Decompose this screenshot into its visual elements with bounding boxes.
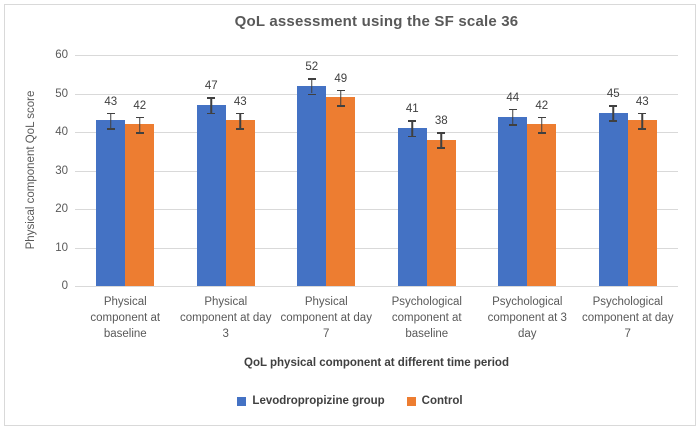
y-tick-label: 20	[55, 203, 68, 215]
error-bar-cap-top	[336, 89, 345, 92]
error-bar-cap-top	[508, 108, 517, 111]
error-bar-cap-top	[437, 132, 446, 134]
error-bar-cap-bottom	[437, 147, 446, 149]
y-tick-label: 40	[55, 126, 68, 138]
error-bar-cap-bottom	[307, 93, 316, 95]
bar-value-label: 38	[434, 115, 448, 127]
error-bar-cap-top	[135, 116, 144, 119]
error-bar	[440, 132, 442, 148]
bar-value-label: 44	[506, 91, 520, 104]
error-bar-cap-bottom	[207, 112, 216, 115]
bar-value-label: 42	[535, 99, 549, 112]
error-bar-cap-top	[307, 78, 316, 80]
y-tick-label: 10	[55, 241, 68, 254]
error-bar-cap-bottom	[336, 105, 345, 107]
gridline	[75, 286, 678, 287]
legend-label: Control	[421, 395, 463, 407]
bar-levodropropizine-group	[498, 116, 528, 286]
y-tick-label: 0	[61, 280, 68, 292]
bar-value-label: 45	[606, 88, 620, 101]
error-bar-cap-top	[106, 112, 115, 115]
x-category-label: Psychological component at day 7	[582, 296, 674, 340]
bar-control	[527, 124, 557, 286]
error-bar-cap-bottom	[537, 132, 546, 134]
bar-levodropropizine-group	[96, 120, 126, 286]
error-bar-cap-top	[609, 105, 618, 107]
error-bar-cap-top	[638, 112, 647, 115]
bar-levodropropizine-group	[196, 105, 226, 286]
error-bar-cap-bottom	[508, 124, 517, 126]
bar-value-label: 43	[104, 95, 118, 108]
error-bar-cap-bottom	[236, 128, 245, 130]
gridline	[75, 247, 678, 249]
bar-value-label: 41	[405, 103, 419, 116]
bar-control	[326, 97, 356, 286]
error-bar	[139, 116, 141, 132]
gridline	[75, 93, 678, 95]
bar-levodropropizine-group	[297, 85, 327, 286]
error-bar-cap-bottom	[135, 132, 144, 134]
error-bar-cap-top	[236, 112, 245, 115]
bar-value-label: 43	[635, 95, 649, 108]
bar-control	[225, 120, 255, 286]
legend-item: Control	[406, 395, 463, 407]
gridline	[75, 170, 678, 172]
gridline	[75, 209, 678, 210]
x-category-label: Psychological component at baseline	[391, 296, 462, 340]
error-bar	[411, 120, 413, 136]
error-bar-cap-bottom	[609, 120, 618, 122]
error-bar-cap-top	[408, 120, 417, 122]
bar-value-label: 49	[334, 72, 348, 85]
x-category-label: Physical component at baseline	[90, 296, 161, 340]
bar-control	[125, 124, 155, 286]
error-bar-cap-bottom	[638, 128, 647, 130]
error-bar-cap-top	[207, 97, 216, 99]
x-category-label: Physical component at day 3	[180, 296, 272, 340]
legend: Levodropropizine group Control	[0, 395, 700, 407]
legend-item: Levodropropizine group	[237, 395, 385, 407]
error-bar-cap-top	[537, 116, 546, 119]
error-bar	[311, 78, 313, 94]
error-bar-cap-bottom	[106, 128, 115, 130]
error-bar	[541, 116, 543, 132]
bar-value-label: 47	[204, 80, 218, 93]
gridline	[75, 55, 678, 56]
bar-levodropropizine-group	[598, 112, 628, 286]
x-axis-title: QoL physical component at different time…	[244, 357, 509, 369]
error-bar	[210, 97, 212, 113]
gridline	[75, 132, 678, 133]
y-tick-label: 50	[55, 87, 68, 100]
legend-swatch-icon	[406, 396, 416, 406]
chart-title: QoL assessment using the SF scale 36	[234, 13, 519, 30]
error-bar	[239, 112, 241, 129]
x-category-label: Psychological component at 3 day	[487, 296, 567, 340]
legend-label: Levodropropizine group	[252, 395, 385, 407]
error-bar-cap-bottom	[408, 135, 417, 138]
bar-levodropropizine-group	[397, 128, 427, 286]
error-bar	[512, 108, 514, 125]
bar-value-label: 43	[233, 95, 247, 108]
legend-swatch-icon	[237, 396, 247, 406]
bar-value-label: 52	[305, 61, 319, 74]
error-bar	[110, 112, 112, 129]
error-bar	[612, 105, 614, 121]
error-bar	[340, 89, 342, 106]
error-bar	[641, 112, 643, 129]
y-tick-label: 30	[55, 164, 68, 177]
x-category-label: Physical component at day 7	[280, 296, 372, 340]
bar-value-label: 42	[133, 99, 147, 112]
bar-control	[426, 139, 456, 286]
bar-control	[627, 120, 657, 286]
y-tick-label: 60	[55, 49, 68, 61]
